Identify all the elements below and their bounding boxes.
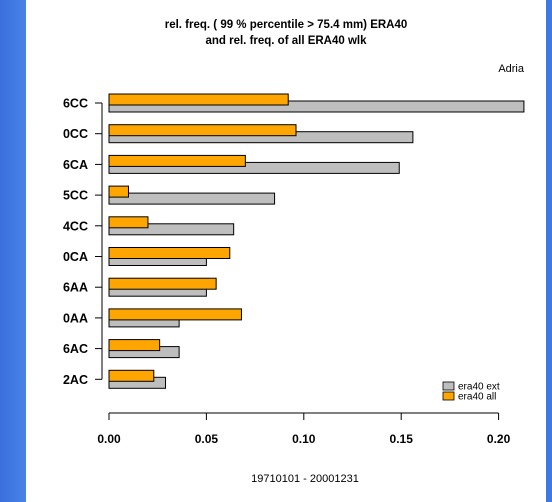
category-label: 6AA: [63, 281, 88, 295]
x-tick-label: 0.05: [195, 432, 219, 446]
category-label: 4CC: [63, 219, 88, 233]
bar-ext-6cc: [108, 100, 525, 113]
region-label: Adria: [498, 63, 525, 75]
date-range-footer: 19710101 - 20001231: [251, 473, 359, 485]
bar-ext-4cc: [108, 223, 235, 236]
bar-all-6cc: [108, 93, 289, 106]
bar-all-6aa: [108, 277, 217, 290]
bar-all-0aa: [108, 308, 242, 321]
legend-swatch-1: [442, 391, 455, 401]
bar-all-5cc: [108, 185, 129, 198]
category-label: 0CC: [63, 127, 88, 141]
category-label: 0AA: [63, 311, 88, 325]
category-label: 5CC: [63, 189, 88, 203]
legend-label-1: era40 all: [458, 392, 496, 403]
x-tick-label: 0.15: [390, 432, 414, 446]
chart-title-line1: rel. freq. ( 99 % percentile > 75.4 mm) …: [165, 19, 408, 31]
chart-title-line2: and rel. freq. of all ERA40 wlk: [205, 35, 367, 47]
bar-ext-5cc: [108, 192, 276, 205]
category-label: 6AC: [63, 342, 88, 356]
bar-all-0ca: [108, 247, 231, 259]
x-axis: 0.00 0.05 0.10 0.15 0.20: [97, 412, 511, 446]
x-tick-label: 0.00: [97, 432, 121, 446]
bar-all-0cc: [108, 124, 297, 137]
category-label: 6CA: [63, 158, 88, 172]
bar-all-2ac: [108, 369, 155, 382]
bar-all-4cc: [108, 216, 149, 229]
category-label: 2AC: [63, 373, 88, 387]
y-axis: 6CC 0CC 6CA 5CC 4CC 0CA 6AA 0AA 6AC 2AC: [63, 97, 103, 387]
bar-all-6ca: [108, 154, 246, 167]
legend-swatch-0: [442, 381, 455, 391]
x-tick-label: 0.20: [487, 432, 511, 446]
bars-group: [108, 93, 525, 389]
x-tick-label: 0.10: [292, 432, 316, 446]
legend-label-0: era40 ext: [458, 382, 500, 393]
bar-ext-6ca: [108, 161, 400, 174]
category-label: 6CC: [63, 97, 88, 111]
bar-all-6ac: [108, 339, 161, 352]
category-label: 0CA: [63, 250, 88, 264]
